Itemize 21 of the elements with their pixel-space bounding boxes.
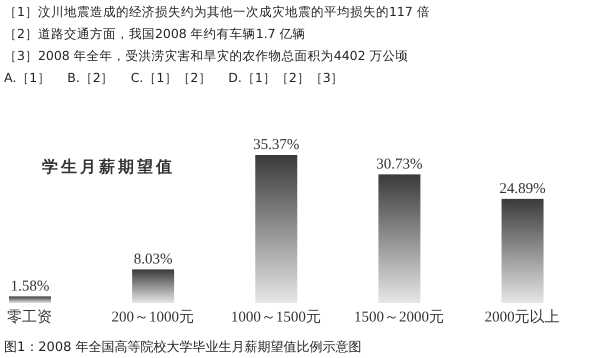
text: ［2］道路交通方面，我国2008 年约有车辆1.7 亿辆 [4, 26, 306, 43]
x-tick-label: 200～1000元 [111, 310, 194, 326]
bar [502, 198, 544, 303]
data-label: 1.58% [10, 278, 50, 294]
x-tick-label: 1000～1500元 [230, 310, 321, 326]
text: A.［1］ B.［2］ C.［1］［2］ D.［1］［2］［3］ [4, 70, 344, 87]
x-tick-label: 2000元以上 [484, 308, 560, 326]
x-tick-label: 零工资 [7, 308, 52, 326]
data-label: 30.73% [376, 156, 423, 172]
bar [8, 296, 51, 303]
caption: 图1：2008 年全国高等院校大学毕业生月薪期望值比例示意图 [4, 339, 362, 356]
data-label: 8.03% [134, 251, 172, 268]
text: ［1］汶川地震造成的经济损失约为其他一次成灾地震的平均损失的117 倍 [4, 4, 430, 21]
bar [255, 155, 298, 303]
text: ［3］2008 年全年，受洪涝灾害和旱灾的农作物总面积为4402 万公顷 [4, 48, 409, 65]
chart-title: 学生月薪期望值 [42, 157, 175, 178]
bar [378, 174, 420, 303]
x-tick-label: 1500～2000元 [354, 310, 444, 326]
bar [132, 269, 174, 303]
data-label: 24.89% [499, 180, 546, 197]
data-label: 35.37% [253, 137, 300, 153]
